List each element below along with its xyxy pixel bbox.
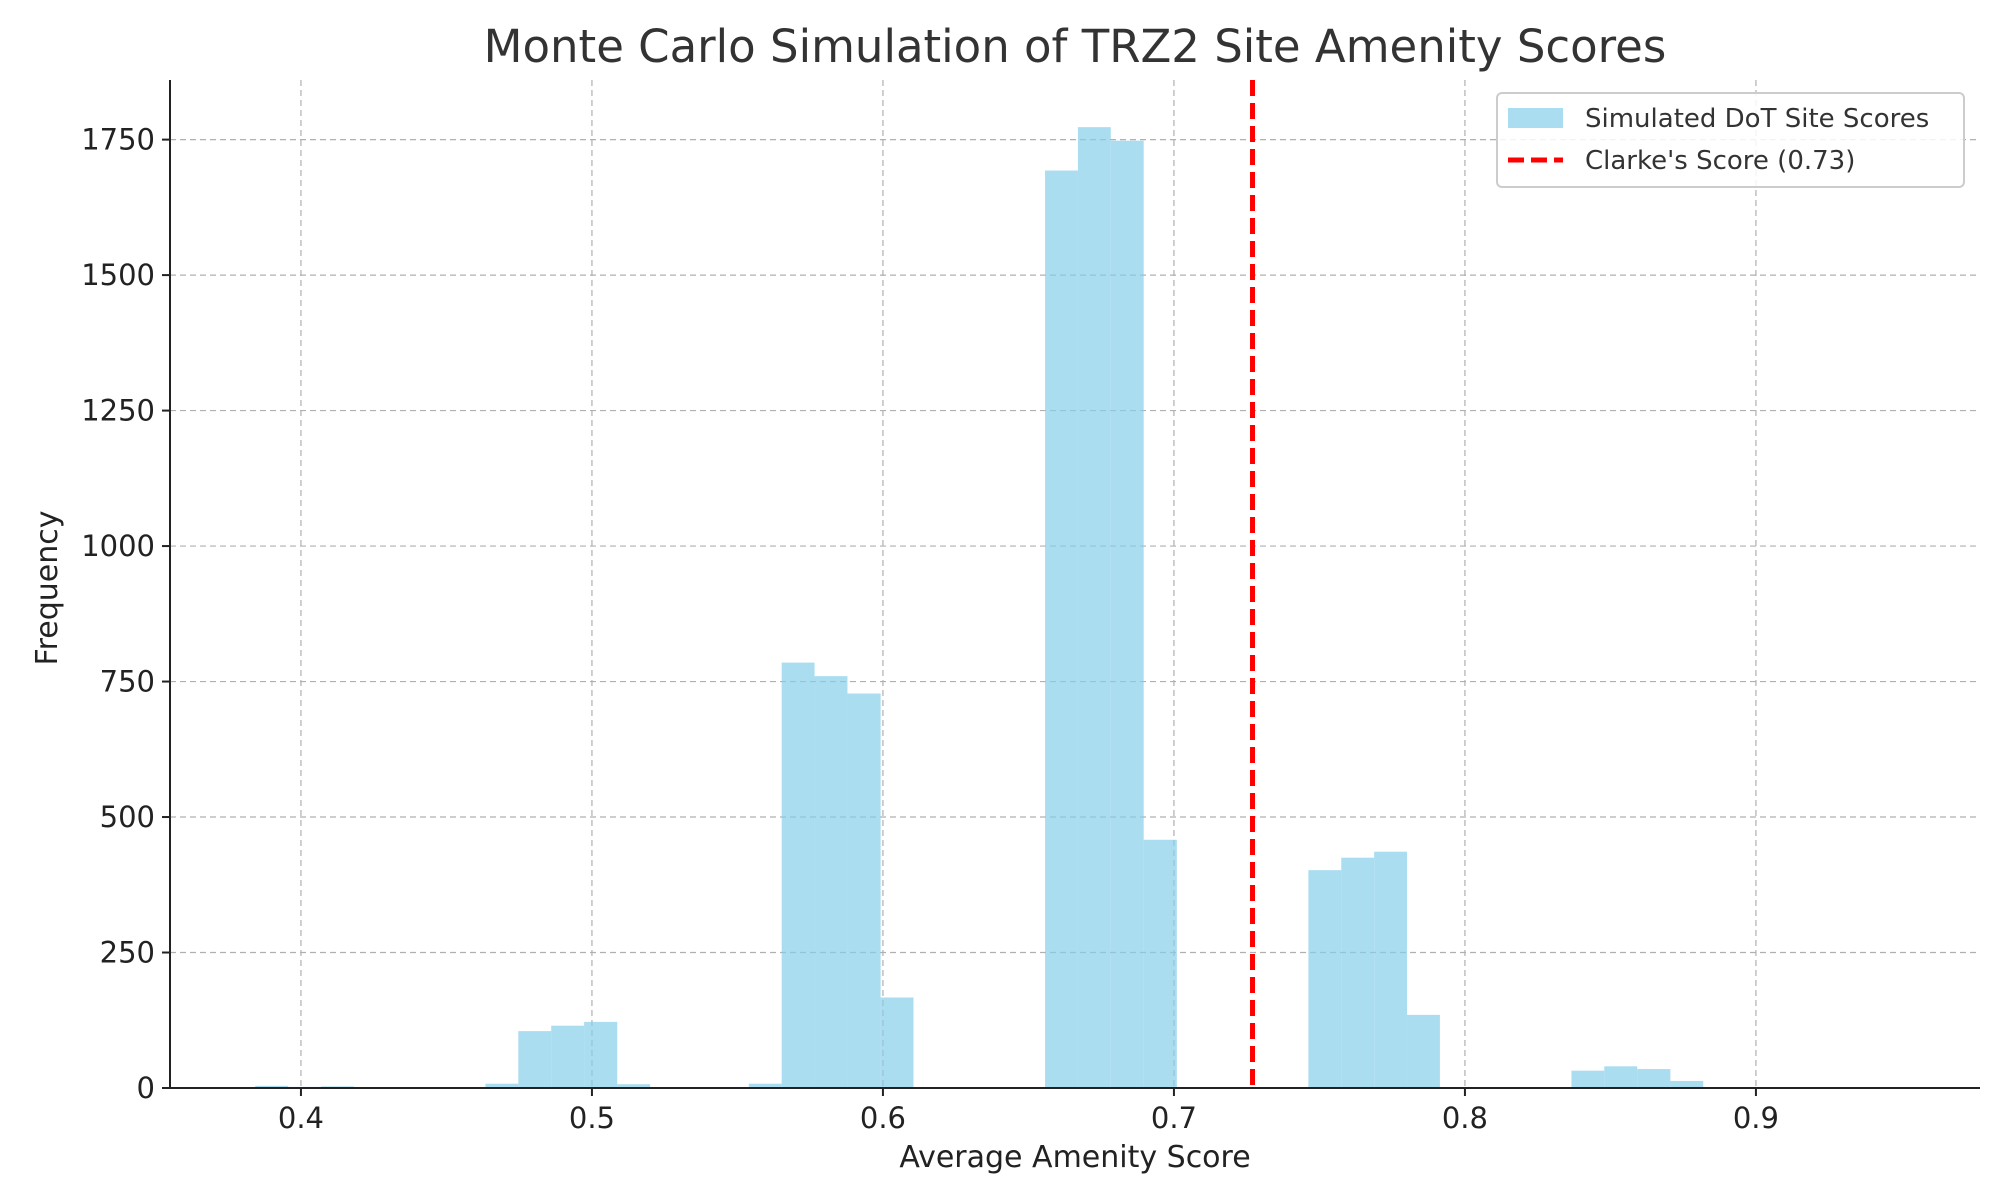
x-tick-label: 0.6: [860, 1101, 906, 1135]
y-tick-label: 250: [100, 936, 155, 970]
y-ticks: 0 250 500 750 1000 1250 1500 1750: [81, 123, 170, 1105]
histogram-bar: [847, 693, 881, 1088]
axes: [169, 80, 1980, 1089]
histogram-bars: [255, 127, 1704, 1089]
y-tick-label: 500: [100, 800, 155, 834]
histogram-bar: [1604, 1066, 1638, 1088]
histogram-bar: [518, 1031, 552, 1088]
histogram-bar: [1341, 857, 1375, 1088]
x-ticks: 0.4 0.5 0.6 0.7 0.8 0.9: [278, 1088, 1779, 1135]
legend-frame: [1496, 92, 1965, 188]
x-axis-label: Average Amenity Score: [899, 1140, 1250, 1175]
y-axis-label: Frequency: [30, 511, 65, 666]
histogram-bar: [485, 1083, 519, 1088]
histogram-bar: [1571, 1070, 1605, 1088]
histogram-bar: [1143, 839, 1177, 1088]
histogram-bar: [748, 1083, 782, 1088]
y-tick-label: 1750: [81, 123, 155, 157]
histogram-bar: [880, 997, 914, 1088]
histogram-bar: [255, 1085, 289, 1088]
x-tick-label: 0.5: [569, 1101, 615, 1135]
x-tick-label: 0.8: [1442, 1101, 1488, 1135]
histogram-bar: [1670, 1080, 1704, 1088]
legend: Simulated DoT Site Scores Clarke's Score…: [1496, 92, 1965, 188]
histogram-bar: [1374, 851, 1408, 1088]
x-tick-label: 0.7: [1151, 1101, 1197, 1135]
histogram-bar: [1407, 1014, 1440, 1088]
x-tick-label: 0.4: [278, 1101, 324, 1135]
y-tick-label: 1000: [81, 529, 155, 563]
y-tick-label: 1500: [81, 258, 155, 292]
histogram-bar: [781, 662, 815, 1088]
histogram-bar: [1110, 140, 1144, 1088]
y-tick-label: 750: [100, 665, 155, 699]
histogram-bar: [617, 1084, 651, 1088]
legend-label-reference-line: Clarke's Score (0.73): [1585, 146, 1855, 176]
histogram-bar: [1308, 870, 1342, 1088]
y-tick-label: 1250: [81, 394, 155, 428]
histogram-bar: [1077, 127, 1111, 1089]
legend-swatch-histogram: [1508, 108, 1563, 128]
y-tick-label: 0: [137, 1071, 155, 1105]
histogram-bar: [1637, 1069, 1671, 1088]
histogram-bar: [1045, 170, 1078, 1088]
legend-label-histogram: Simulated DoT Site Scores: [1585, 104, 1929, 134]
histogram-bar: [814, 676, 848, 1088]
histogram-bar: [584, 1021, 618, 1088]
x-tick-label: 0.9: [1733, 1101, 1779, 1135]
histogram-bar: [551, 1025, 585, 1088]
chart-title: Monte Carlo Simulation of TRZ2 Site Amen…: [484, 20, 1667, 73]
